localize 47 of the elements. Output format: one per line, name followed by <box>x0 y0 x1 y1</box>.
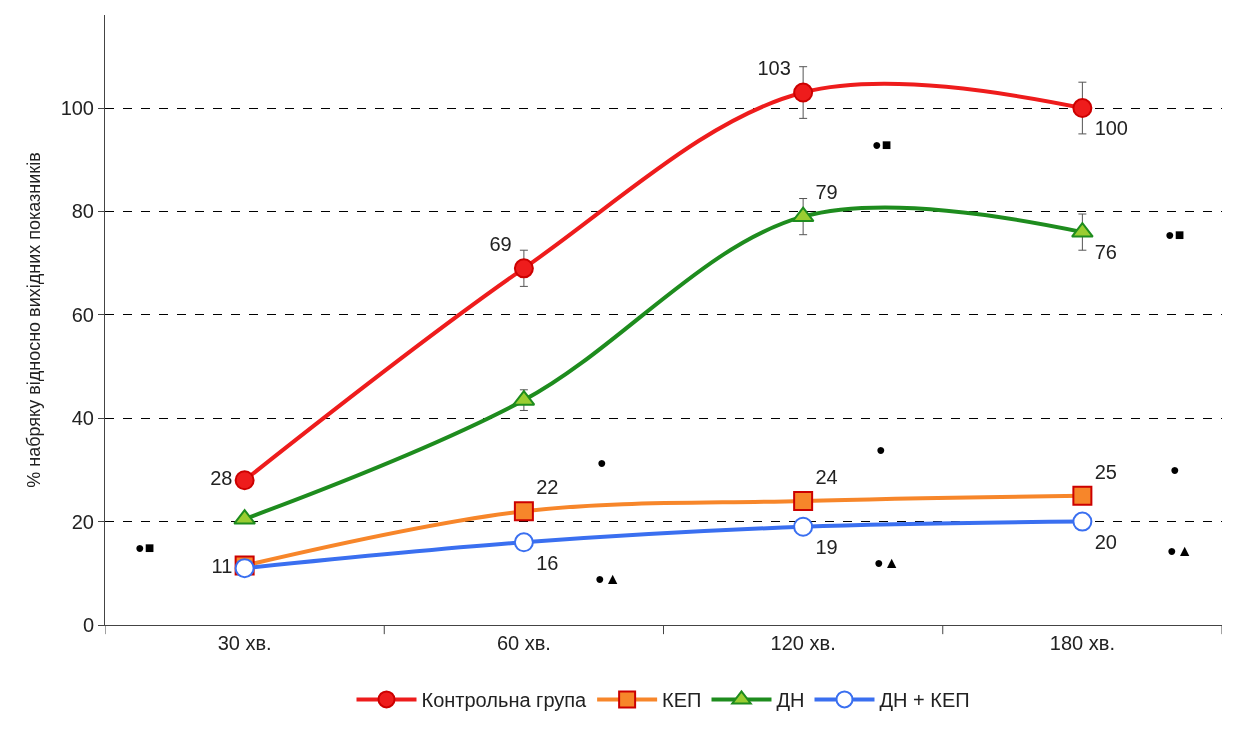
annotation: ●▲ <box>874 554 900 571</box>
legend-label: ДН <box>776 689 805 712</box>
point <box>234 470 255 491</box>
point <box>513 258 534 279</box>
legend-label: Контрольна група <box>421 689 588 712</box>
legend-label: ДН + КЕП <box>879 689 970 712</box>
annotation: ● <box>1170 461 1180 478</box>
point <box>1072 485 1093 506</box>
legend-label: КЕП <box>662 689 702 712</box>
data-label: 79 <box>815 181 838 204</box>
data-label: 76 <box>1094 241 1117 264</box>
y-axis-title: % набряку відносно вихідних показників <box>23 152 44 488</box>
y-tick-label: 80 <box>71 200 94 223</box>
point <box>513 532 534 553</box>
y-tick-label: 20 <box>71 510 94 533</box>
annotation: ●▲ <box>595 570 621 587</box>
annotation: ● <box>876 441 886 458</box>
annotation: ●■ <box>872 136 892 153</box>
data-label: 25 <box>1094 460 1117 483</box>
annotation: ●▲ <box>1167 542 1193 559</box>
point <box>513 501 534 522</box>
x-tick-label: 180 хв. <box>1049 632 1115 654</box>
point <box>1072 511 1093 532</box>
x-tick-label: 120 хв. <box>770 632 836 654</box>
data-label: 103 <box>757 57 791 80</box>
data-label: 19 <box>815 536 838 559</box>
point <box>793 490 814 511</box>
data-label: 100 <box>1094 117 1129 140</box>
data-label: 69 <box>489 233 512 256</box>
data-label: 11 <box>211 555 233 578</box>
point <box>793 82 814 103</box>
y-tick-label: 60 <box>71 303 94 326</box>
data-label: 28 <box>210 467 233 490</box>
data-label: 24 <box>815 465 838 488</box>
data-label: 16 <box>536 551 559 574</box>
annotation: ●■ <box>135 539 155 556</box>
point <box>1072 98 1093 119</box>
data-label: 22 <box>536 476 559 499</box>
y-tick-label: 0 <box>82 614 94 636</box>
point <box>793 516 814 537</box>
x-tick-label: 60 хв. <box>496 632 551 654</box>
x-tick-label: 30 хв. <box>217 632 272 654</box>
annotation: ●■ <box>1165 226 1185 243</box>
data-label: 20 <box>1094 530 1117 553</box>
annotation: ● <box>597 454 607 471</box>
y-tick-label: 100 <box>60 97 94 120</box>
y-tick-label: 40 <box>71 407 94 430</box>
